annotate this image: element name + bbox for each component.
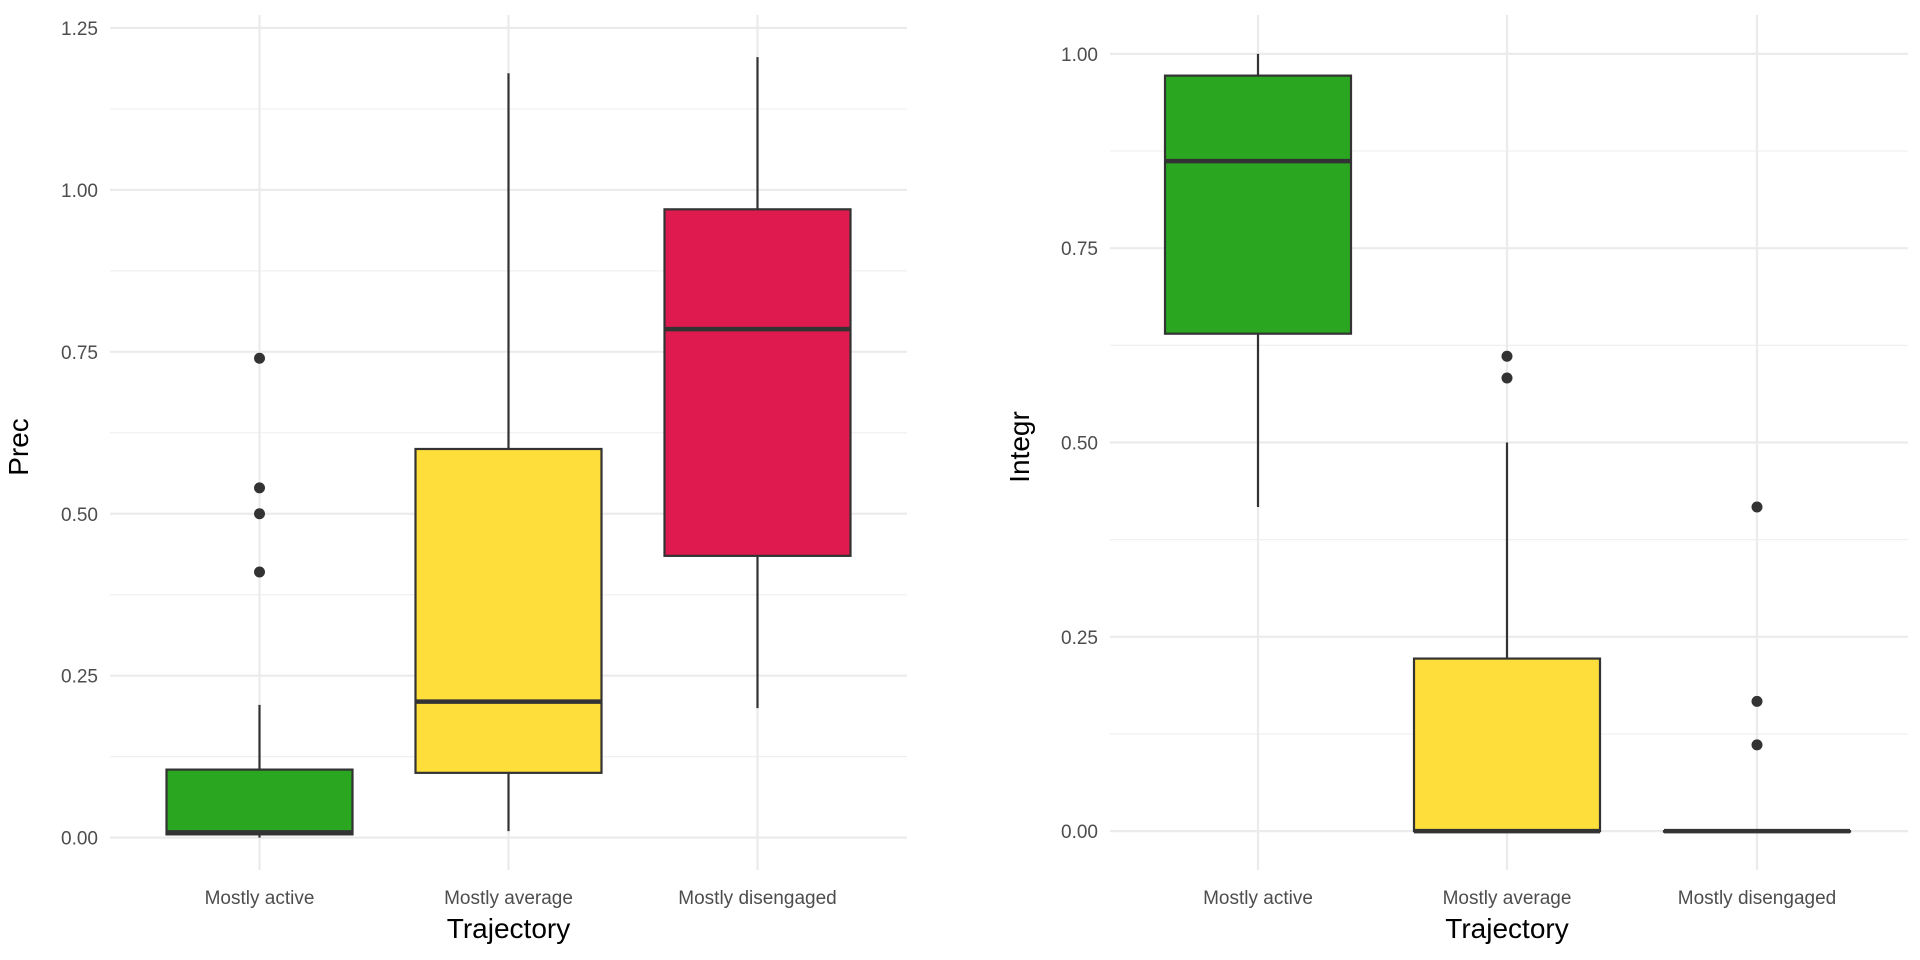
outlier-point — [1751, 739, 1763, 751]
outlier-point — [254, 508, 265, 520]
box-mostly-average — [414, 447, 603, 774]
x-axis-title: Trajectory — [1445, 913, 1568, 944]
outlier-point — [1501, 372, 1513, 384]
y-tick-label: 0.25 — [1061, 628, 1098, 649]
y-tick-label: 0.50 — [61, 505, 98, 526]
outlier-point — [254, 566, 265, 578]
outlier-point — [1751, 695, 1763, 707]
x-tick-label: Mostly average — [1443, 888, 1572, 909]
outlier-point — [254, 352, 265, 364]
x-tick-label: Mostly active — [1203, 888, 1313, 909]
box-mostly-active — [1163, 74, 1353, 335]
outlier-point — [1501, 350, 1513, 362]
y-tick-label: 0.50 — [1061, 434, 1098, 455]
y-tick-label: 1.25 — [61, 19, 98, 40]
outlier-point — [1751, 501, 1763, 513]
y-axis-title: Integr — [1004, 411, 1035, 483]
y-tick-label: 0.75 — [1061, 239, 1098, 260]
y-tick-label: 0.25 — [61, 667, 98, 688]
x-tick-label: Mostly disengaged — [678, 888, 836, 909]
x-tick-label: Mostly average — [444, 888, 573, 909]
x-tick-label: Mostly active — [205, 888, 315, 909]
box-mostly-disengaged — [663, 208, 852, 557]
outlier-point — [254, 482, 265, 494]
x-axis-title: Trajectory — [447, 913, 570, 944]
y-tick-label: 0.00 — [1061, 822, 1098, 843]
y-tick-label: 1.00 — [1061, 45, 1098, 66]
box-mostly-average — [1412, 657, 1602, 833]
y-tick-label: 0.00 — [61, 829, 98, 850]
y-axis-title: Prec — [3, 418, 34, 476]
x-tick-label: Mostly disengaged — [1678, 888, 1836, 909]
y-tick-label: 1.00 — [61, 181, 98, 202]
y-tick-label: 0.75 — [61, 343, 98, 364]
box-mostly-active — [165, 768, 354, 836]
